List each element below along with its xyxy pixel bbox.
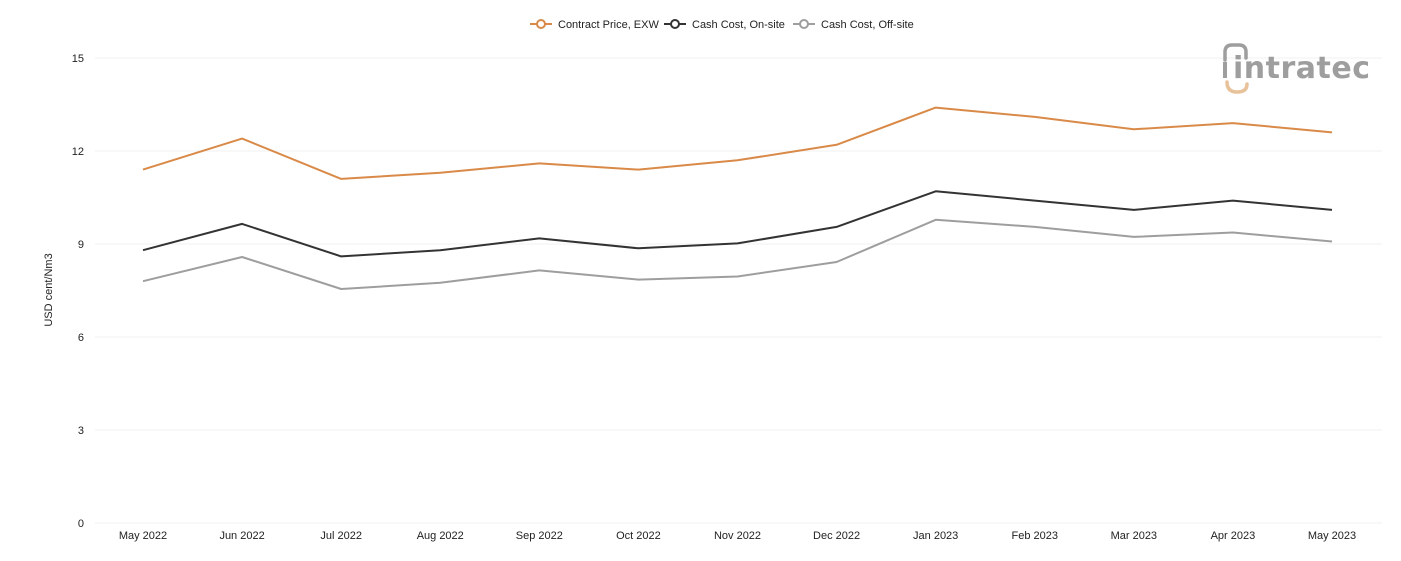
legend-item: Cash Cost, Off-site [793,19,914,31]
legend-marker [799,19,809,29]
y-tick-label: 0 [78,518,84,530]
legend-item: Cash Cost, On-site [664,19,785,31]
x-tick-label: Oct 2022 [616,530,661,542]
intratec-logo: intratec [1223,43,1371,94]
x-tick-label: May 2023 [1308,530,1356,542]
y-tick-label: 6 [78,332,84,344]
x-tick-label: Aug 2022 [417,530,464,542]
y-tick-label: 3 [78,425,84,437]
series-line-2 [142,218,1333,290]
legend-label: Cash Cost, On-site [692,19,785,31]
x-tick-label: Feb 2023 [1012,530,1058,542]
y-tick-label: 9 [78,239,84,251]
series-line-0 [142,106,1333,180]
x-tick-label: Sep 2022 [516,530,563,542]
series-line-1 [142,190,1333,258]
legend-label: Contract Price, EXW [558,19,659,31]
legend-marker [670,19,680,29]
gridlines [95,57,1382,524]
x-tick-label: Jan 2023 [913,530,958,542]
x-tick-label: Jul 2022 [320,530,362,542]
y-axis-ticks: 0 3 6 9 12 15 [72,53,84,530]
x-tick-label: May 2022 [119,530,167,542]
x-tick-label: Apr 2023 [1211,530,1256,542]
y-tick-label: 15 [72,53,84,65]
series-lines [142,106,1333,290]
legend-label: Cash Cost, Off-site [821,19,914,31]
x-tick-label: Mar 2023 [1111,530,1157,542]
legend: Contract Price, EXW Cash Cost, On-site Cas… [530,19,914,31]
logo-mark-icon [1223,43,1249,94]
x-tick-label: Jun 2022 [219,530,264,542]
x-tick-label: Dec 2022 [813,530,860,542]
legend-marker [536,19,546,29]
y-axis-label: USD cent/Nm3 [43,253,55,326]
x-tick-label: Nov 2022 [714,530,761,542]
legend-item: Contract Price, EXW [530,19,659,31]
x-axis-ticks: May 2022 Jun 2022 Jul 2022 Aug 2022 Sep 2022… [119,530,1356,542]
y-tick-label: 12 [72,146,84,158]
logo-text: intratec [1233,51,1371,86]
